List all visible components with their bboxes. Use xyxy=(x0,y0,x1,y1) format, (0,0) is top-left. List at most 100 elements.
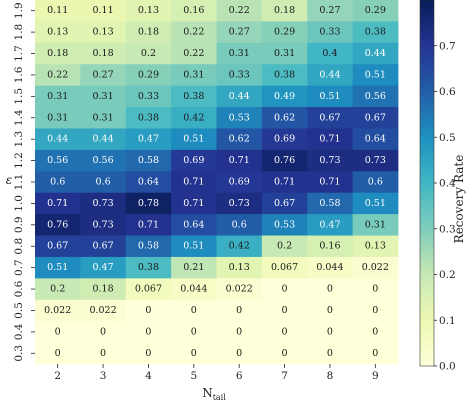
cell-value-label: 0.27 xyxy=(92,69,113,80)
cell-value-label: 0.56 xyxy=(365,91,386,102)
heatmap-cell xyxy=(80,299,127,322)
cell-value-label: 0.33 xyxy=(229,69,250,80)
heatmap-cell xyxy=(261,299,308,322)
cell-value-label: 0.6 xyxy=(50,177,65,188)
cell-value-label: 0.31 xyxy=(183,69,204,80)
cell-value-label: 0.18 xyxy=(92,284,113,295)
heatmap-cell xyxy=(80,278,127,301)
heatmap-cell xyxy=(216,107,263,129)
cell-value-label: 0.18 xyxy=(92,48,113,59)
y-tick-label: 1.4 xyxy=(13,109,25,126)
heatmap-cell xyxy=(35,342,81,365)
heatmap-cell xyxy=(171,107,217,129)
heatmap-cell xyxy=(261,64,308,87)
cell-value-label: 0 xyxy=(327,284,333,295)
cell-value-label: 0 xyxy=(372,305,378,316)
cell-value-label: 0.33 xyxy=(319,27,340,38)
cell-value-label: 0.42 xyxy=(229,241,250,252)
cell-value-label: 0.6 xyxy=(232,219,247,230)
heatmap-cell xyxy=(171,342,217,365)
cell-value-label: 0.21 xyxy=(183,262,204,273)
heatmap-cell xyxy=(307,149,354,172)
heatmap-cell xyxy=(216,128,263,151)
cell-value-label: 0.58 xyxy=(138,241,159,252)
heatmap-cell xyxy=(352,128,399,151)
cell-value-label: 0.67 xyxy=(47,241,68,252)
heatmap-cell xyxy=(35,0,81,22)
heatmap-cell xyxy=(216,256,263,279)
heatmap-cell xyxy=(171,149,217,172)
cell-value-label: 0.22 xyxy=(229,5,250,16)
cell-value-label: 0.18 xyxy=(274,5,295,16)
cell-value-label: 0.67 xyxy=(319,112,340,123)
cell-value-label: 0.16 xyxy=(183,5,204,16)
colorbar-tick-label: 0.5 xyxy=(439,132,456,144)
heatmap-cell xyxy=(125,235,172,258)
cell-value-label: 0.71 xyxy=(274,177,295,188)
colorbar-tick-label: 0.1 xyxy=(439,315,456,327)
cell-value-label: 0 xyxy=(327,305,333,316)
heatmap-cell xyxy=(171,21,217,44)
cell-value-label: 0.33 xyxy=(138,91,159,102)
heatmap-cell xyxy=(80,171,127,194)
heatmap-cell xyxy=(171,214,217,236)
heatmap-cell xyxy=(307,85,354,108)
cell-value-label: 0.2 xyxy=(277,241,292,252)
y-tick-label: 1.5 xyxy=(13,88,25,105)
cell-value-label: 0.6 xyxy=(368,177,383,188)
heatmap-cell xyxy=(307,64,354,87)
cell-value-label: 0 xyxy=(145,326,151,337)
cell-value-label: 0.62 xyxy=(274,112,295,123)
cell-value-label: 0.71 xyxy=(138,219,159,230)
cell-value-label: 0.38 xyxy=(138,112,159,123)
cell-value-label: 0.47 xyxy=(319,219,340,230)
cell-value-label: 0.71 xyxy=(183,198,204,209)
heatmap-cell xyxy=(261,21,308,44)
cell-value-label: 0.31 xyxy=(92,91,113,102)
heatmap-cell xyxy=(125,85,172,108)
heatmap-cell xyxy=(80,107,127,129)
cell-value-label: 0.38 xyxy=(365,27,386,38)
heatmap-cell xyxy=(125,0,172,22)
cell-value-label: 0 xyxy=(55,348,61,359)
x-tick-label: 5 xyxy=(190,370,197,382)
cell-value-label: 0.2 xyxy=(141,48,156,59)
heatmap-cell xyxy=(80,42,127,65)
cell-value-label: 0.56 xyxy=(92,155,113,166)
cell-value-label: 0.49 xyxy=(274,91,295,102)
cell-value-label: 0.13 xyxy=(138,5,159,16)
heatmap-cell xyxy=(171,64,217,87)
heatmap-cell xyxy=(307,107,354,129)
cell-value-label: 0.29 xyxy=(274,27,295,38)
heatmap-cell xyxy=(307,171,354,194)
heatmap-cell xyxy=(171,0,217,22)
cell-value-label: 0.29 xyxy=(138,69,159,80)
cell-value-label: 0.73 xyxy=(92,198,113,209)
heatmap-cell xyxy=(261,321,308,343)
cell-value-label: 0.62 xyxy=(229,134,250,145)
cell-value-label: 0.022 xyxy=(226,284,253,295)
cell-value-label: 0.27 xyxy=(229,27,250,38)
y-tick-label: 1.3 xyxy=(13,131,25,148)
heatmap-cell xyxy=(261,278,308,301)
cell-value-label: 0.31 xyxy=(47,91,68,102)
cell-value-label: 0.16 xyxy=(319,241,340,252)
cell-value-label: 0 xyxy=(191,348,197,359)
cell-value-label: 0.13 xyxy=(47,27,68,38)
heatmap-cell xyxy=(125,171,172,194)
y-tick-label: 0.3 xyxy=(13,345,25,362)
x-axis-label: Ntail xyxy=(202,386,226,402)
cell-value-label: 0.067 xyxy=(135,284,162,295)
heatmap-cell xyxy=(35,64,81,87)
y-tick-label: 1.8 xyxy=(13,24,25,41)
heatmap-cells xyxy=(35,0,399,365)
heatmap-cell xyxy=(80,149,127,172)
heatmap-cell xyxy=(35,256,81,279)
cell-value-label: 0.13 xyxy=(92,27,113,38)
cell-value-label: 0.44 xyxy=(365,48,386,59)
cell-value-label: 0 xyxy=(282,348,288,359)
cell-value-label: 0.11 xyxy=(47,5,68,16)
cell-value-label: 0.31 xyxy=(92,112,113,123)
cell-value-label: 0 xyxy=(372,326,378,337)
heatmap-cell xyxy=(125,214,172,236)
